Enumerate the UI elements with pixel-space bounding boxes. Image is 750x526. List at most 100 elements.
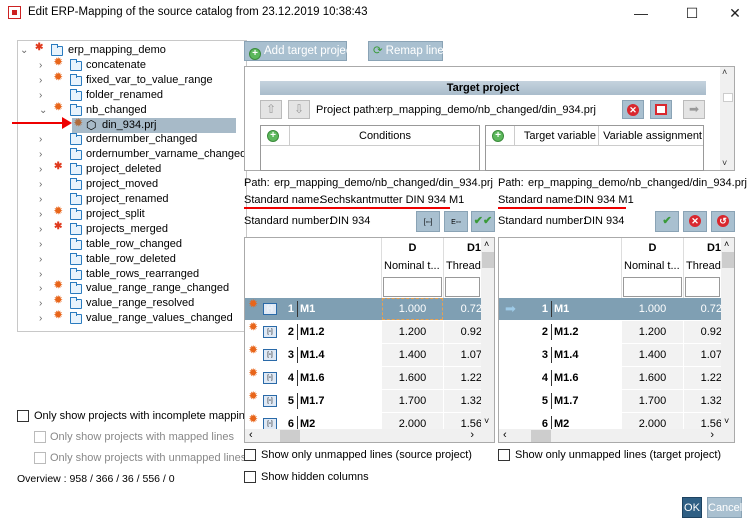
- chevron-right-icon[interactable]: ›: [39, 283, 43, 295]
- table-row[interactable]: ✹ [▫] 5 M1.7 1.700 1.32: [245, 390, 482, 412]
- chevron-down-icon[interactable]: ⌄: [39, 104, 48, 116]
- horizontal-scrollbar[interactable]: ‹ ›: [499, 429, 734, 442]
- chevron-right-icon[interactable]: ›: [39, 134, 43, 146]
- tree-item[interactable]: › ordernumber_varname_changed: [39, 147, 246, 162]
- cancel-button[interactable]: Cancel: [707, 497, 742, 518]
- cell-d[interactable]: 1.600: [382, 367, 443, 389]
- column-filter-input[interactable]: [383, 277, 442, 297]
- cell-d1[interactable]: 1.22: [444, 367, 482, 389]
- cell-d[interactable]: 1.000: [382, 298, 443, 320]
- open-project-button[interactable]: [650, 100, 672, 119]
- chevron-right-icon[interactable]: ›: [39, 313, 43, 325]
- cell-d1[interactable]: 0.72: [460, 303, 482, 315]
- tree-item[interactable]: › folder_renamed: [39, 88, 239, 103]
- maximize-button[interactable]: ☐: [685, 5, 699, 21]
- chevron-right-icon[interactable]: ›: [39, 208, 43, 220]
- table-row[interactable]: ✹ [▫] 4 M1.6 1.600 1.22: [245, 367, 482, 389]
- cell-d1[interactable]: 1.07: [444, 344, 482, 366]
- move-up-button[interactable]: ⇧: [260, 100, 282, 119]
- minimize-button[interactable]: —: [634, 5, 648, 21]
- chevron-right-icon[interactable]: ›: [39, 238, 43, 250]
- tree-item[interactable]: › table_row_changed: [39, 237, 239, 252]
- cell-d[interactable]: 1.200: [622, 321, 683, 343]
- column-header[interactable]: D1: [706, 242, 721, 254]
- unmapped-source-checkbox[interactable]: [244, 449, 256, 461]
- cell-d1[interactable]: 0.92: [444, 321, 482, 343]
- export-button[interactable]: E▫▫: [444, 211, 468, 232]
- table-row[interactable]: ➡ 1 M1 1.000 0.72: [499, 298, 722, 320]
- move-down-button[interactable]: ⇩: [288, 100, 310, 119]
- column-filter-input[interactable]: [623, 277, 682, 297]
- column-filter-input[interactable]: [685, 277, 720, 297]
- cell-d1[interactable]: 0.92: [684, 321, 722, 343]
- chevron-right-icon[interactable]: ›: [39, 179, 43, 191]
- add-target-project-button[interactable]: + Add target project: [244, 41, 355, 61]
- remove-target-button[interactable]: ✕: [622, 100, 644, 119]
- reset-button[interactable]: ↺: [711, 211, 735, 232]
- tree-item[interactable]: › ✹ value_range_values_changed: [39, 310, 239, 326]
- table-row[interactable]: 2 M1.2 1.200 0.92: [499, 321, 722, 343]
- chevron-right-icon[interactable]: ›: [39, 298, 43, 310]
- tree-item[interactable]: › ordernumber_changed: [39, 132, 239, 147]
- incomplete-checkbox[interactable]: [17, 410, 29, 422]
- table-row[interactable]: 5 M1.7 1.700 1.32: [499, 390, 722, 412]
- target-panel-scrollbar[interactable]: [720, 67, 734, 170]
- cell-d1[interactable]: 1.07: [684, 344, 722, 366]
- table-view-button[interactable]: [▫▫]: [416, 211, 440, 232]
- reject-button[interactable]: ✕: [683, 211, 707, 232]
- chevron-right-icon[interactable]: ›: [39, 74, 43, 86]
- column-header[interactable]: D: [648, 242, 657, 254]
- add-condition-icon[interactable]: +: [267, 130, 279, 142]
- unmapped-checkbox[interactable]: [34, 452, 46, 464]
- table-row[interactable]: 4 M1.6 1.600 1.22: [499, 367, 722, 389]
- tree-item[interactable]: ⌄ ✹ nb_changed: [39, 102, 239, 118]
- cell-d1[interactable]: 0.72: [700, 303, 722, 315]
- ok-button[interactable]: OK: [682, 497, 702, 518]
- tree-item[interactable]: › ✹ concatenate: [39, 57, 239, 73]
- scroll-thumb[interactable]: [723, 93, 733, 102]
- check-all-button[interactable]: ✔✔: [471, 211, 495, 232]
- chevron-right-icon[interactable]: ›: [39, 194, 43, 205]
- unmapped-target-checkbox[interactable]: [498, 449, 510, 461]
- scroll-up-icon[interactable]: ˄: [722, 67, 728, 77]
- chevron-right-icon[interactable]: ›: [39, 223, 43, 235]
- cell-d[interactable]: 1.600: [622, 367, 683, 389]
- tree-item[interactable]: › project_moved: [39, 177, 239, 192]
- tree-item[interactable]: › table_row_deleted: [39, 252, 239, 267]
- table-row[interactable]: ✹ [▫] 3 M1.4 1.400 1.07: [245, 344, 482, 366]
- confirm-button[interactable]: ✔: [655, 211, 679, 232]
- tree-item[interactable]: › table_rows_rearranged: [39, 267, 239, 282]
- vertical-scrollbar[interactable]: ˄ ˅: [721, 238, 734, 430]
- remap-lines-button[interactable]: ⟳ Remap lines: [368, 41, 450, 61]
- table-row[interactable]: ✹ [▫] 2 M1.2 1.200 0.92: [245, 321, 482, 343]
- tree-item[interactable]: ⌄ ✱ erp_mapping_demo: [20, 42, 220, 58]
- tree-item[interactable]: › ✹ value_range_range_changed: [39, 280, 239, 296]
- project-tree[interactable]: [17, 40, 247, 332]
- cell-d[interactable]: 1.700: [382, 390, 443, 412]
- tree-item[interactable]: › ✱ project_deleted: [39, 161, 239, 177]
- hidden-columns-checkbox[interactable]: [244, 471, 256, 483]
- tree-item[interactable]: › ✹ value_range_resolved: [39, 295, 239, 311]
- mapped-checkbox[interactable]: [34, 431, 46, 443]
- cell-d[interactable]: 1.400: [622, 344, 683, 366]
- chevron-right-icon[interactable]: ›: [39, 268, 43, 280]
- column-filter-input[interactable]: [445, 277, 480, 297]
- close-button[interactable]: ✕: [729, 5, 741, 21]
- chevron-right-icon[interactable]: ›: [39, 89, 43, 101]
- cell-d1[interactable]: 1.32: [684, 390, 722, 412]
- tree-item[interactable]: › ✹ fixed_var_to_value_range: [39, 72, 239, 88]
- chevron-right-icon[interactable]: ›: [39, 149, 43, 161]
- cell-d[interactable]: 1.000: [638, 303, 667, 315]
- chevron-down-icon[interactable]: ⌄: [20, 45, 29, 56]
- chevron-right-icon[interactable]: ›: [39, 59, 43, 71]
- vertical-scrollbar[interactable]: ˄ ˅: [481, 238, 494, 430]
- cell-d[interactable]: 1.200: [382, 321, 443, 343]
- column-header[interactable]: D: [408, 242, 417, 254]
- horizontal-scrollbar[interactable]: ‹ ›: [245, 429, 494, 442]
- tree-item[interactable]: › project_renamed: [39, 192, 239, 207]
- cell-d1[interactable]: 1.22: [684, 367, 722, 389]
- tree-item[interactable]: › ✹ project_split: [39, 206, 239, 222]
- cell-d[interactable]: 1.400: [382, 344, 443, 366]
- chevron-right-icon[interactable]: ›: [39, 164, 43, 176]
- column-header[interactable]: D1: [466, 242, 481, 254]
